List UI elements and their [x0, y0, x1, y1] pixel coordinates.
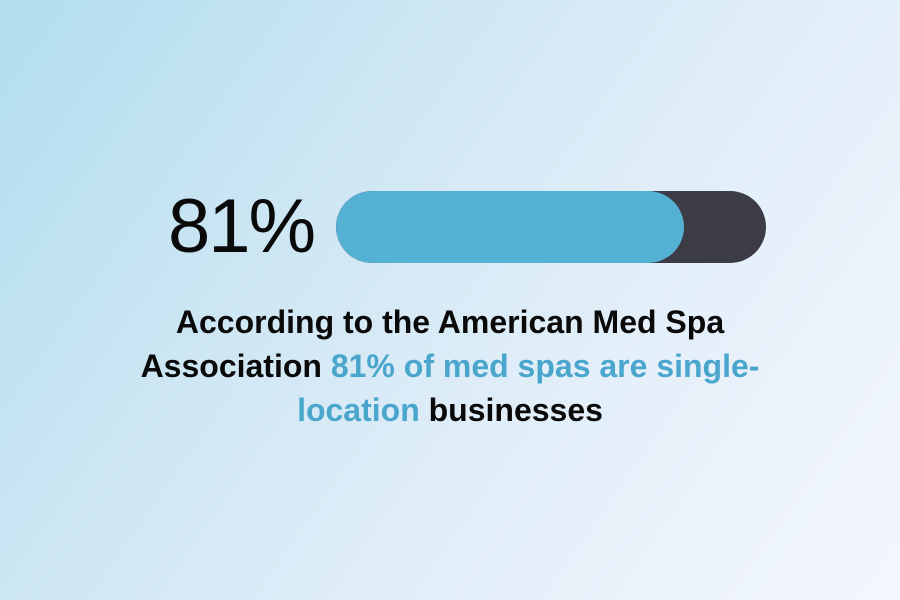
percent-label: 81% — [168, 184, 316, 269]
caption-line-1: According to the American Med Spa — [175, 304, 725, 340]
caption-text: Association — [140, 348, 331, 384]
progress-bar-track — [336, 191, 766, 263]
caption-text: businesses — [419, 392, 603, 428]
caption-line-2: Association 81% of med spas are single- — [0, 344, 900, 388]
caption-highlight: 81% of med spas are single- — [330, 348, 760, 384]
progress-bar-fill — [336, 191, 685, 263]
caption-highlight: location — [297, 392, 420, 428]
caption: According to the American Med Spa Associ… — [0, 300, 900, 432]
caption-line-3: location businesses — [0, 388, 900, 432]
stat-row: 81% — [168, 184, 766, 269]
